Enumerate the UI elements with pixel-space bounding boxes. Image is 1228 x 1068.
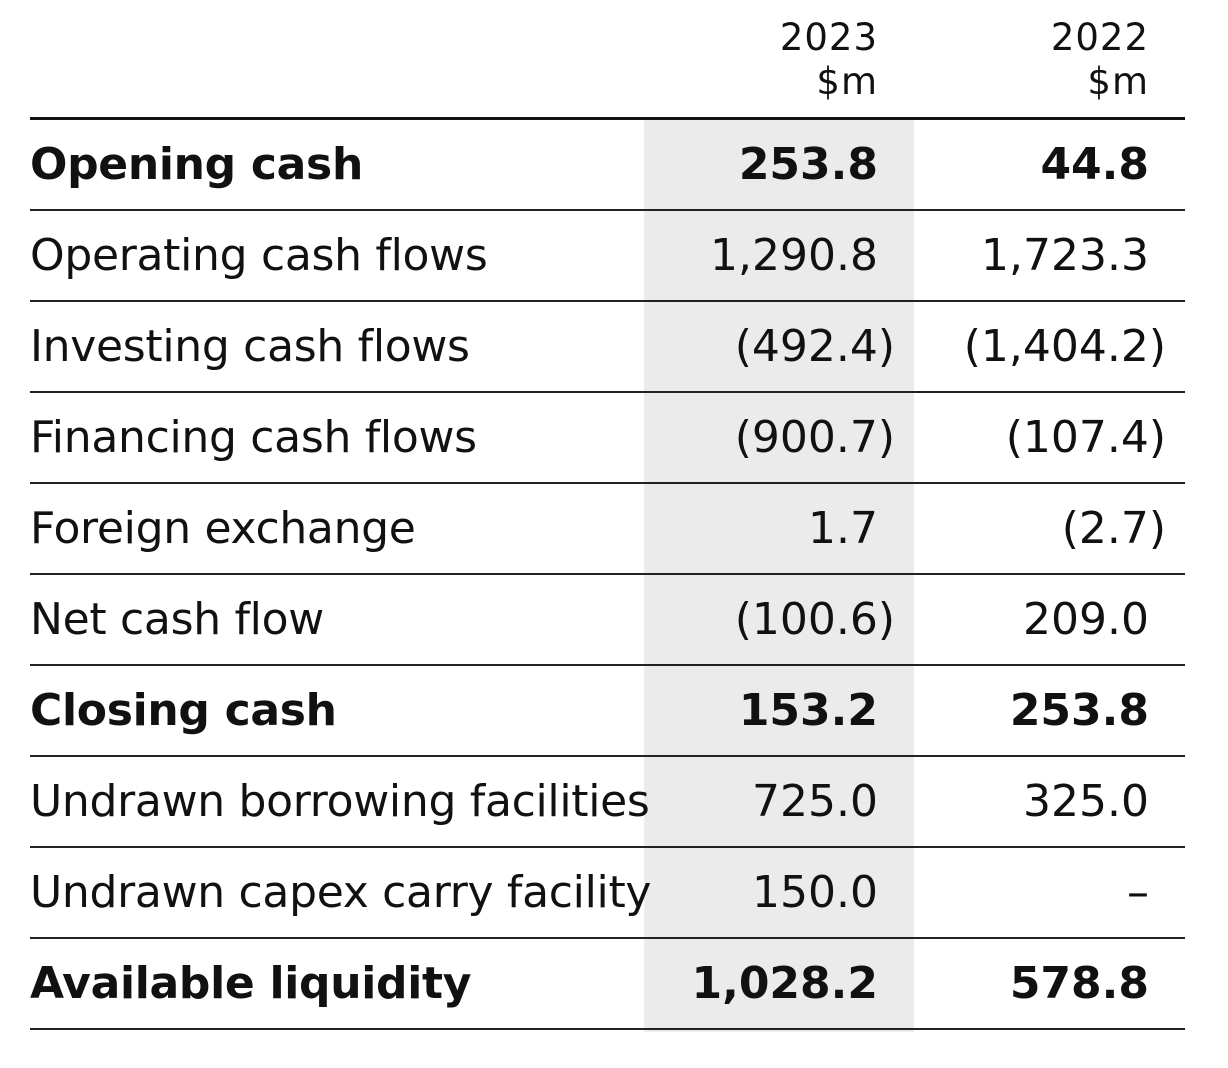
row-label: Foreign exchange [30,503,416,554]
value-2023: (900.7) [734,412,895,463]
value-2022: 253.8 [1009,685,1149,736]
column-year: 2023 [779,16,878,59]
current-year-column-highlight [644,120,914,1032]
column-unit: $m [1087,60,1149,103]
value-2023: (100.6) [734,594,895,645]
row-label: Closing cash [30,685,337,736]
value-2023: 150.0 [752,867,878,918]
table-row: Undrawn borrowing facilities 725.0 325.0 [30,757,1185,848]
value-2023: 725.0 [752,776,878,827]
row-label: Available liquidity [30,958,472,1009]
value-2022: 1,723.3 [981,230,1149,281]
table-row: Financing cash flows (900.7) (107.4) [30,393,1185,484]
column-header-2022: 2022 $m [1051,16,1149,104]
table-header: 2023 $m 2022 $m [30,0,1185,120]
table-row: Net cash flow (100.6) 209.0 [30,575,1185,666]
value-2022: (2.7) [1061,503,1166,554]
column-year: 2022 [1050,16,1149,59]
row-label: Investing cash flows [30,321,470,372]
row-label: Operating cash flows [30,230,488,281]
table-row: Investing cash flows (492.4) (1,404.2) [30,302,1185,393]
value-2023: (492.4) [734,321,895,372]
row-label: Net cash flow [30,594,324,645]
table-row: Available liquidity 1,028.2 578.8 [30,939,1185,1030]
row-label: Opening cash [30,139,363,190]
table-row: Operating cash flows 1,290.8 1,723.3 [30,211,1185,302]
value-2023: 1,028.2 [691,958,878,1009]
value-2023: 153.2 [738,685,878,736]
table-row: Foreign exchange 1.7 (2.7) [30,484,1185,575]
table-row: Closing cash 153.2 253.8 [30,666,1185,757]
table-row: Undrawn capex carry facility 150.0 – [30,848,1185,939]
row-label: Undrawn borrowing facilities [30,776,650,827]
column-header-2023: 2023 $m [780,16,878,104]
value-2023: 253.8 [738,139,878,190]
cash-flow-table: 2023 $m 2022 $m Opening cash 253.8 44.8 … [30,0,1185,1032]
value-2022: 578.8 [1009,958,1149,1009]
value-2022: (1,404.2) [963,321,1166,372]
value-2022: 325.0 [1023,776,1149,827]
value-2023: 1.7 [808,503,878,554]
row-label: Undrawn capex carry facility [30,867,652,918]
value-2022: – [1127,867,1149,918]
row-label: Financing cash flows [30,412,477,463]
value-2022: 209.0 [1023,594,1149,645]
column-unit: $m [816,60,878,103]
value-2022: (107.4) [1005,412,1166,463]
value-2022: 44.8 [1040,139,1149,190]
value-2023: 1,290.8 [710,230,878,281]
table-body: Opening cash 253.8 44.8 Operating cash f… [30,120,1185,1030]
table-row: Opening cash 253.8 44.8 [30,120,1185,211]
